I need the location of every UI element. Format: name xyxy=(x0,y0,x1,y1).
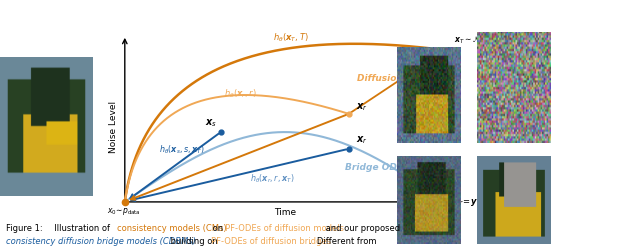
Text: $\boldsymbol{x}_r$: $\boldsymbol{x}_r$ xyxy=(356,134,367,145)
Text: $h_\theta(\boldsymbol{x}_r, r)$: $h_\theta(\boldsymbol{x}_r, r)$ xyxy=(223,87,257,100)
Text: $\boldsymbol{x}_s$: $\boldsymbol{x}_s$ xyxy=(205,117,218,129)
Text: Bridge ODE: Bridge ODE xyxy=(346,162,403,171)
Text: building on: building on xyxy=(168,236,220,245)
Text: on: on xyxy=(210,223,226,232)
Text: $h_\theta(\boldsymbol{x}_T, T)$: $h_\theta(\boldsymbol{x}_T, T)$ xyxy=(273,31,309,44)
Text: Figure 1:: Figure 1: xyxy=(6,223,43,232)
Text: Time: Time xyxy=(274,207,296,216)
Text: consistency diffusion bridge models (CDBMs): consistency diffusion bridge models (CDB… xyxy=(6,236,196,245)
Text: Illustration of: Illustration of xyxy=(49,223,113,232)
Text: PF-ODEs of diffusion models: PF-ODEs of diffusion models xyxy=(225,223,344,232)
Text: $\boldsymbol{x}_r$: $\boldsymbol{x}_r$ xyxy=(356,100,367,112)
Text: consistency models (CMs): consistency models (CMs) xyxy=(117,223,227,232)
Text: $h_\theta(\boldsymbol{x}_r, r, \boldsymbol{x}_T)$: $h_\theta(\boldsymbol{x}_r, r, \boldsymb… xyxy=(250,172,294,184)
Text: and our proposed: and our proposed xyxy=(323,223,401,232)
Text: $x_0 \!\sim\! p_{\rm data}$: $x_0 \!\sim\! p_{\rm data}$ xyxy=(108,205,141,216)
Text: .  Different from: . Different from xyxy=(309,236,376,245)
Text: $h_\theta(\boldsymbol{x}_s, s, \boldsymbol{x}_T)$: $h_\theta(\boldsymbol{x}_s, s, \boldsymb… xyxy=(159,143,205,156)
Text: Diffusion ODE: Diffusion ODE xyxy=(357,74,427,83)
Text: Noise Level: Noise Level xyxy=(109,101,118,152)
Text: PF-ODEs of diffusion bridges: PF-ODEs of diffusion bridges xyxy=(211,236,332,245)
Text: $\boldsymbol{x}_T\!=\!\boldsymbol{y}$: $\boldsymbol{x}_T\!=\!\boldsymbol{y}$ xyxy=(453,197,478,208)
Text: $\boldsymbol{x}_T \sim \mathcal{N}(\mathbf{0}, \sigma_T^2\mathbf{I})$: $\boldsymbol{x}_T \sim \mathcal{N}(\math… xyxy=(454,32,508,46)
